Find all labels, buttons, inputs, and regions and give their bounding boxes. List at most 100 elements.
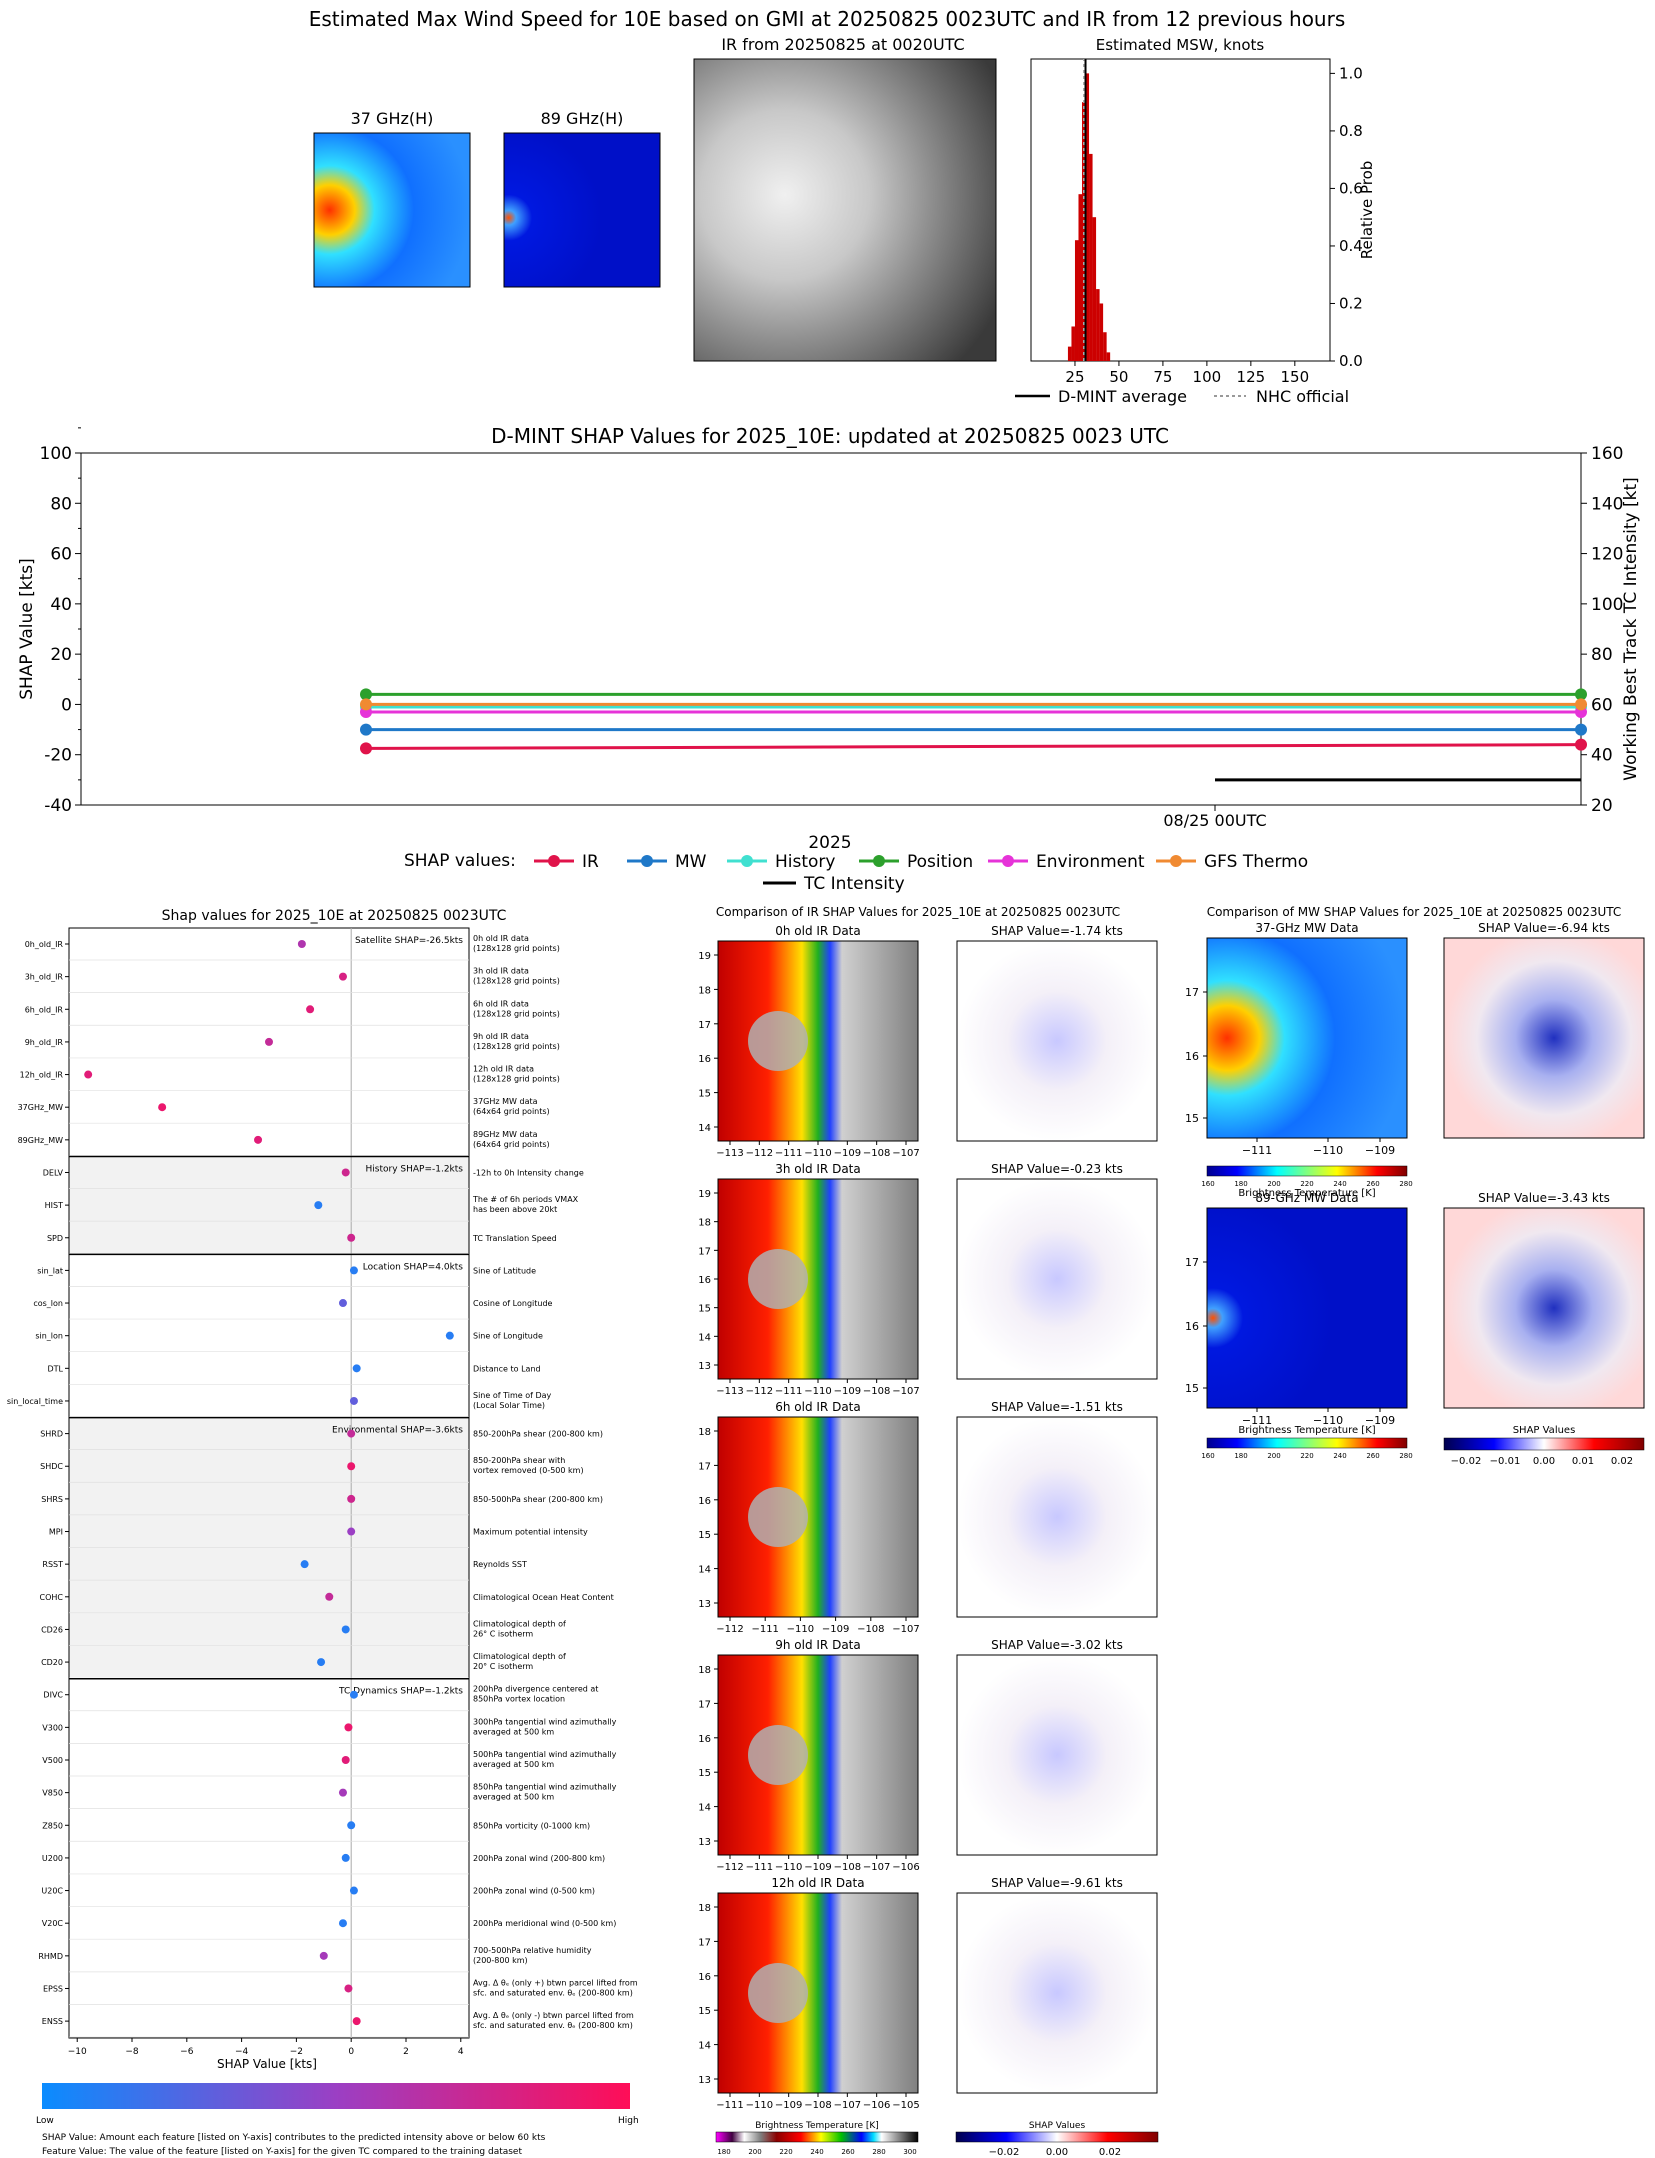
bar-feature-name: EPSS	[43, 1984, 63, 1993]
bar-feature-desc: Cosine of Longitude	[473, 1299, 553, 1308]
hist-xtick-label: 150	[1281, 368, 1310, 386]
ir-row-core	[748, 1011, 808, 1071]
ir-ytick-label: 18	[698, 1903, 711, 1914]
mw-cbar-tick: 200	[1267, 1180, 1280, 1188]
mw-row-image	[1206, 937, 1408, 1139]
bar-feature-desc: TC Translation Speed	[472, 1234, 557, 1243]
bar-feature-desc: 500hPa tangential wind azimuthally	[473, 1750, 617, 1759]
mw-shap-colorbar	[1443, 1437, 1645, 1451]
ts-ytick-label: 20	[50, 645, 72, 665]
bar-feature-name: SPD	[47, 1234, 63, 1243]
ir-xtick-label: −111	[746, 1862, 773, 1873]
ir-cbar-tick: 280	[872, 2148, 885, 2156]
bar-feature-point	[344, 1984, 353, 1993]
ir-image	[693, 58, 997, 362]
bar-feature-name: 0h_old_IR	[25, 940, 64, 949]
bar-feature-point	[347, 1494, 356, 1503]
bar-feature-desc: 850-200hPa shear (200-800 km)	[473, 1430, 603, 1439]
bar-xtick-label: −4	[235, 2047, 249, 2057]
bar-feature-desc: 89GHz MW data	[473, 1130, 538, 1139]
ts-ytick-label: 40	[50, 595, 72, 615]
ir-xtick-label: −110	[804, 1386, 831, 1397]
mw89-colorbar-ticks: 160 180 200 220 240 260 280	[1201, 1452, 1412, 1460]
ir-ytick-label: 19	[698, 951, 711, 962]
ir-xtick-label: −106	[863, 2100, 890, 2111]
hist-xtick-label: 50	[1109, 368, 1128, 386]
ir-comparison-rows: 0h old IR Data−113 −112 −111 −110 −109 −108 −1…	[698, 924, 1158, 2111]
bar-feature-desc: Reynolds SST	[473, 1560, 527, 1569]
bar-feature-name: SHDC	[40, 1462, 63, 1471]
ir-row-shap-title: SHAP Value=-1.51 kts	[991, 1400, 1123, 1414]
bar-feature-name: 6h_old_IR	[25, 1005, 64, 1014]
ts-ytick-label: 100	[40, 444, 72, 464]
mw37-colorbar-label: Brightness Temperature [K]	[1238, 1188, 1375, 1199]
bar-feature-desc: (Local Solar Time)	[473, 1401, 545, 1410]
hist-bar	[1099, 303, 1104, 361]
ir-row-shap-title: SHAP Value=-3.02 kts	[991, 1638, 1123, 1652]
ir-cbar-tick: 300	[903, 2148, 916, 2156]
bar-xlabel: SHAP Value [kts]	[217, 2057, 317, 2071]
ts-ytick-label: -20	[44, 746, 72, 766]
bar-feature-desc: vortex removed (0-500 km)	[473, 1466, 584, 1475]
ts-y2tick-label: 160	[1591, 444, 1623, 464]
bar-feature-point	[254, 1135, 263, 1144]
bar-feature-desc: 700-500hPa relative humidity	[473, 1946, 592, 1955]
bar-feature-name: sin_lat	[37, 1266, 63, 1275]
ir-shap-cbar-tick: 0.02	[1099, 2147, 1121, 2158]
mw89-colorbar	[1206, 1437, 1408, 1449]
bar-feature-point	[338, 1919, 347, 1928]
bar-feature-point	[317, 1658, 326, 1667]
bar-group-label: TC Dynamics SHAP=-1.2kts	[338, 1687, 463, 1697]
mw-comparison-rows: 37-GHz MW Data −111 −110 −109 17 16 15 SHAP Val…	[1185, 921, 1645, 1427]
colorbar-low: Low	[36, 2116, 54, 2126]
ir-row-title: 3h old IR Data	[775, 1162, 861, 1176]
bar-feature-point	[300, 1560, 309, 1569]
bar-feature-name: V850	[42, 1789, 63, 1798]
ts-ytick-label: -40	[44, 796, 72, 816]
bar-feature-name: RSST	[42, 1560, 63, 1569]
hist-bar	[1096, 289, 1100, 361]
bar-xtick-label: 2	[403, 2047, 409, 2057]
bar-feature-desc: 850-500hPa shear (200-800 km)	[473, 1495, 603, 1504]
ir-xtick-label: −111	[775, 1148, 802, 1159]
ir-colorbar	[715, 2131, 919, 2143]
bar-feature-point	[347, 1429, 356, 1438]
bar-feature-point	[338, 972, 347, 981]
hist-bar	[1071, 326, 1075, 361]
bar-feature-desc: sfc. and saturated env. θₑ (200-800 km)	[473, 1988, 633, 1997]
bar-feature-name: V300	[42, 1723, 63, 1732]
bar-feature-point	[338, 1788, 347, 1797]
bar-feature-point	[344, 1723, 353, 1732]
bar-feature-point	[347, 1821, 356, 1830]
bar-feature-desc: (64x64 grid points)	[473, 1107, 550, 1116]
mw37-title: 37 GHz(H)	[351, 109, 434, 128]
mw-cbar-tick: 180	[1234, 1180, 1247, 1188]
mw89-image	[503, 132, 661, 288]
ir-xtick-label: −110	[746, 2100, 773, 2111]
ir-shap-cbar-tick: 0.00	[1046, 2147, 1068, 2158]
ir-ytick-label: 14	[698, 1803, 711, 1814]
ir-row-title: 0h old IR Data	[775, 924, 861, 938]
bar-feature-desc: Distance to Land	[473, 1364, 541, 1373]
bar-feature-point	[347, 1233, 356, 1242]
ir-ytick-label: 16	[698, 1972, 711, 1983]
ir-row-core	[748, 1963, 808, 2023]
legend-dmint-label: D-MINT average	[1058, 387, 1187, 406]
mw-shap-cbar-tick: −0.01	[1490, 1456, 1521, 1467]
bar-xtick-label: 4	[458, 2047, 464, 2057]
bar-feature-desc: Climatological Ocean Heat Content	[473, 1593, 614, 1602]
ts-point	[1575, 738, 1587, 751]
hist-ticks: 25 50 75 100 125 150 0.0 0.2 0.4 0.6 0.8 1.0	[1065, 64, 1362, 386]
ir-ytick-label: 14	[698, 1565, 711, 1576]
bar-feature-desc: (64x64 grid points)	[473, 1140, 550, 1149]
shap-ts-legend-title: SHAP values:	[404, 851, 516, 871]
hist-ytick-label: 0.2	[1339, 294, 1363, 312]
mw-ytick-label: 16	[1185, 1050, 1199, 1063]
ts-legend-marker	[641, 855, 653, 867]
ir-row-core	[748, 1725, 808, 1785]
ir-xtick-label: −108	[863, 1386, 890, 1397]
mw-shap-colorbar-label: SHAP Values	[1513, 1425, 1576, 1436]
ir-ytick-label: 18	[698, 985, 711, 996]
bar-feature-desc: averaged at 500 km	[473, 1760, 554, 1769]
